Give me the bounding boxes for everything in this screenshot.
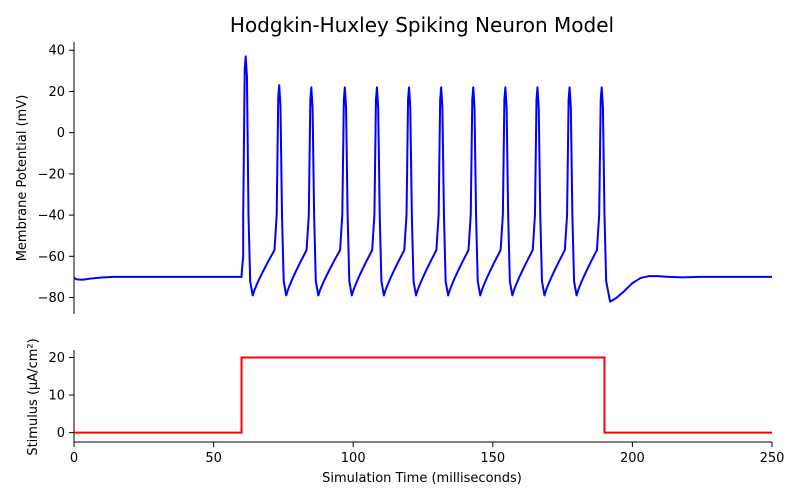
- top-y-tick-label: 0: [57, 126, 65, 141]
- membrane-potential-line: [73, 55, 772, 303]
- membrane-potential-panel: 40 20 0 −20 −40 −60 −80 Membrane Potential (mV…: [15, 42, 772, 314]
- top-y-tick-label: −20: [38, 167, 65, 182]
- bottom-y-axis-label: Stimulus (μA/cm²): [26, 338, 41, 455]
- x-tick-label: 100: [341, 451, 366, 466]
- x-tick-label: 50: [205, 451, 222, 466]
- bottom-y-tick-label: 10: [48, 389, 65, 404]
- top-y-tick-label: −60: [38, 250, 65, 265]
- x-tick-label: 200: [620, 451, 645, 466]
- x-axis-label: Simulation Time (milliseconds): [322, 471, 522, 486]
- top-y-tick-label: −80: [38, 291, 65, 306]
- bottom-x-ticks: 0 50 100 150 200 250: [70, 442, 785, 466]
- x-tick-label: 250: [760, 451, 785, 466]
- top-y-tick-label: −40: [38, 209, 65, 224]
- top-y-tick-label: 20: [48, 85, 65, 100]
- bottom-y-tick-label: 0: [57, 426, 65, 441]
- top-y-ticks: 40 20 0 −20 −40 −60 −80: [38, 44, 74, 306]
- top-y-axis-label: Membrane Potential (mV): [15, 95, 30, 262]
- x-tick-label: 150: [480, 451, 505, 466]
- bottom-y-ticks: 20 10 0: [48, 351, 74, 441]
- x-tick-label: 0: [70, 451, 78, 466]
- bottom-y-tick-label: 20: [48, 351, 65, 366]
- stimulus-line: [74, 356, 772, 434]
- top-y-tick-label: 40: [48, 44, 65, 59]
- chart-title: Hodgkin-Huxley Spiking Neuron Model: [230, 13, 614, 37]
